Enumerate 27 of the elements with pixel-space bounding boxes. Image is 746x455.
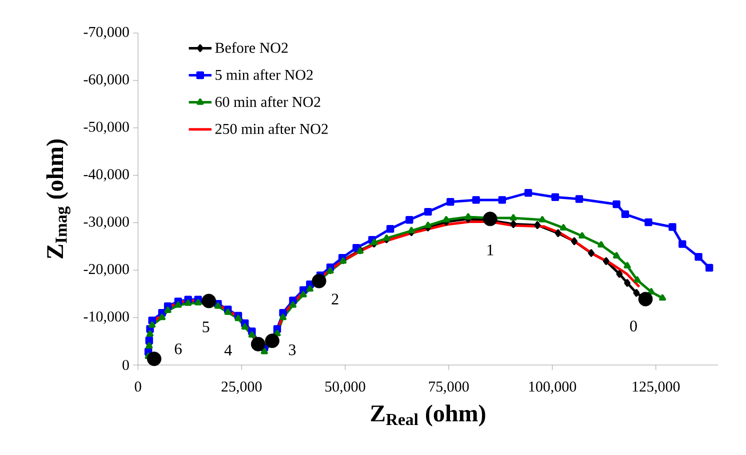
x-axis-title: Z$_{Real}$ (ohm) [370,404,486,426]
x-tick-label: 75,000 [429,382,469,394]
y-tick-label: -10,000 [84,311,129,324]
y-axis-title: Z$_{Imag}$ (ohm) [46,139,70,258]
annotation: 1 [488,244,494,256]
annotation: 6 [174,343,182,354]
y-tick-label: -70,000 [84,26,129,40]
annotation: 4 [224,344,232,356]
y-tick-label: -20,000 [84,264,129,276]
y-tick-label: -50,000 [84,122,129,134]
x-tick-label: 0 [134,382,142,392]
annotation: 3 [288,344,296,356]
y-tick-label: -30,000 [84,216,129,229]
y-tick-label: 0 [122,360,129,370]
legend-label: 5 min after NO2 [216,69,313,80]
x-tick-label: 125,000 [632,382,680,394]
legend-label: 250 min after NO2 [215,123,328,134]
x-tick-label: 50,000 [325,382,366,394]
annotation: 0 [630,320,637,332]
y-tick-label: -40,000 [84,169,129,182]
legend-label: 60 min after NO2 [215,96,320,107]
annotation: 5 [202,322,210,332]
x-tick-label: 25,000 [222,382,262,394]
x-tick-label: 100,000 [529,382,576,394]
legend-label: Before NO2 [215,42,288,53]
annotation: 2 [332,294,338,304]
y-tick-label: -60,000 [84,74,129,87]
